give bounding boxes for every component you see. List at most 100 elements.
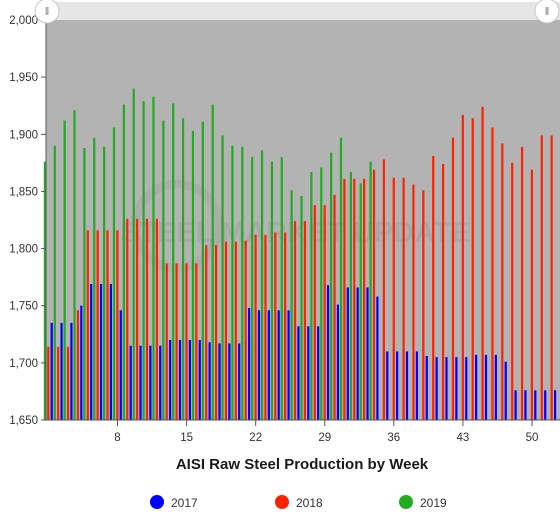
bar-2017-week-1 [50,322,53,420]
bar-2017-week-31 [346,287,349,420]
bars-layer [43,88,557,421]
bar-2019-week-15 [181,118,185,420]
bar-2019-week-6 [93,137,96,420]
legend-swatch [399,495,413,509]
y-tick-label: 1,700 [9,358,38,370]
bar-2019-week-29 [320,167,323,420]
bar-2017-week-48 [514,390,517,420]
bar-2019-week-1 [43,161,46,420]
bar-2017-week-4 [80,305,83,420]
bar-2017-week-15 [188,340,191,420]
legend-label: 2018 [296,496,323,510]
bar-2018-week-34 [372,169,376,420]
bar-2017-week-45 [484,354,488,420]
bar-2019-week-3 [63,120,66,420]
bar-2019-week-26 [290,190,293,420]
bar-2019-week-9 [122,104,125,420]
bar-2018-week-2 [57,346,60,420]
bar-2018-week-29 [323,205,326,420]
bar-2018-week-7 [106,230,109,420]
bar-2017-week-8 [119,310,122,420]
bar-2017-week-28 [317,326,320,420]
y-tick-label: 1,650 [9,415,38,427]
bar-2017-week-37 [405,351,409,420]
bar-2018-week-51 [540,135,543,420]
bar-2017-week-3 [70,322,73,420]
bar-2019-week-4 [73,110,76,420]
bar-2017-week-43 [465,357,468,420]
y-axis-ticks: 1,650 1,700 1,750 1,800 1,850 1,900 1,950 2,000 [9,15,46,427]
bar-2019-week-33 [359,183,362,420]
bar-2017-week-10 [139,345,142,420]
x-tick-label: 15 [180,432,193,444]
bar-2019-week-11 [142,101,145,420]
legend-label: 2017 [171,496,198,510]
scrollbar-right-handle[interactable]: ‖ [534,0,560,24]
legend-item-2017[interactable]: 2017 [150,495,198,510]
bar-2018-week-23 [264,234,267,420]
bar-2019-week-8 [112,127,116,421]
bar-2018-week-1 [47,346,50,420]
legend: 2017 2018 2019 [150,495,447,510]
bar-2018-week-30 [333,194,336,420]
bar-2018-week-37 [402,177,405,420]
bar-2017-week-27 [307,326,310,420]
bar-2017-week-26 [297,326,300,420]
x-tick-label: 22 [249,432,262,444]
bar-2018-week-38 [412,184,415,420]
legend-item-2019[interactable]: 2019 [399,495,447,510]
y-tick-label: 1,750 [9,301,38,313]
bar-2017-week-25 [287,310,290,420]
bar-2019-week-2 [53,145,56,420]
bar-2019-week-30 [330,152,333,420]
bar-2017-week-19 [228,343,231,420]
bar-2017-week-32 [356,287,359,420]
bar-2019-week-16 [191,130,195,421]
bar-2018-week-32 [353,178,356,420]
bar-2019-week-19 [221,135,224,420]
bar-2018-week-36 [392,177,395,420]
bar-2018-week-47 [501,143,504,420]
bar-2018-week-8 [116,230,119,420]
bar-2018-week-40 [432,156,435,420]
left-handle-grip-icon: ‖ [45,6,50,18]
bar-2017-week-36 [396,351,399,420]
bar-2017-week-11 [149,345,152,420]
x-axis-ticks: 8 15 22 29 36 43 50 [114,420,538,444]
legend-swatch [150,495,164,509]
bar-2019-week-18 [211,104,214,420]
bar-2018-week-22 [254,234,257,420]
bar-2018-week-44 [471,118,474,420]
bar-2018-week-18 [214,245,218,420]
y-tick-label: 1,900 [9,129,38,141]
bar-2017-week-33 [366,287,369,420]
bar-2017-week-2 [60,322,63,420]
bar-2018-week-25 [284,232,287,420]
bar-2017-week-5 [90,284,93,420]
bar-2019-week-14 [172,103,175,421]
bar-2019-week-13 [162,120,165,420]
bar-2019-week-17 [201,121,204,421]
bar-2017-week-52 [553,390,557,420]
bar-2018-week-24 [274,232,277,420]
bar-2018-week-16 [195,263,198,420]
scrollbar-left-handle[interactable]: ‖ [34,0,60,24]
bar-2017-week-20 [238,343,241,420]
bar-2017-week-49 [524,390,527,420]
bar-2017-week-9 [129,345,132,420]
x-tick-label: 43 [457,432,470,444]
bar-2019-week-21 [241,146,244,421]
bar-2017-week-41 [445,357,448,420]
bar-2017-week-46 [494,354,497,420]
right-handle-grip-icon: ‖ [545,6,550,18]
bar-2018-week-35 [382,159,385,420]
range-scrollbar[interactable]: ‖ ‖ [34,0,560,24]
bar-2019-week-23 [260,150,264,421]
bar-2017-week-23 [267,310,270,420]
scrollbar-track[interactable] [46,2,560,20]
bar-2019-week-5 [83,148,86,420]
bar-2019-week-31 [339,137,343,420]
legend-item-2018[interactable]: 2018 [275,495,323,510]
bar-2018-week-52 [550,135,553,420]
